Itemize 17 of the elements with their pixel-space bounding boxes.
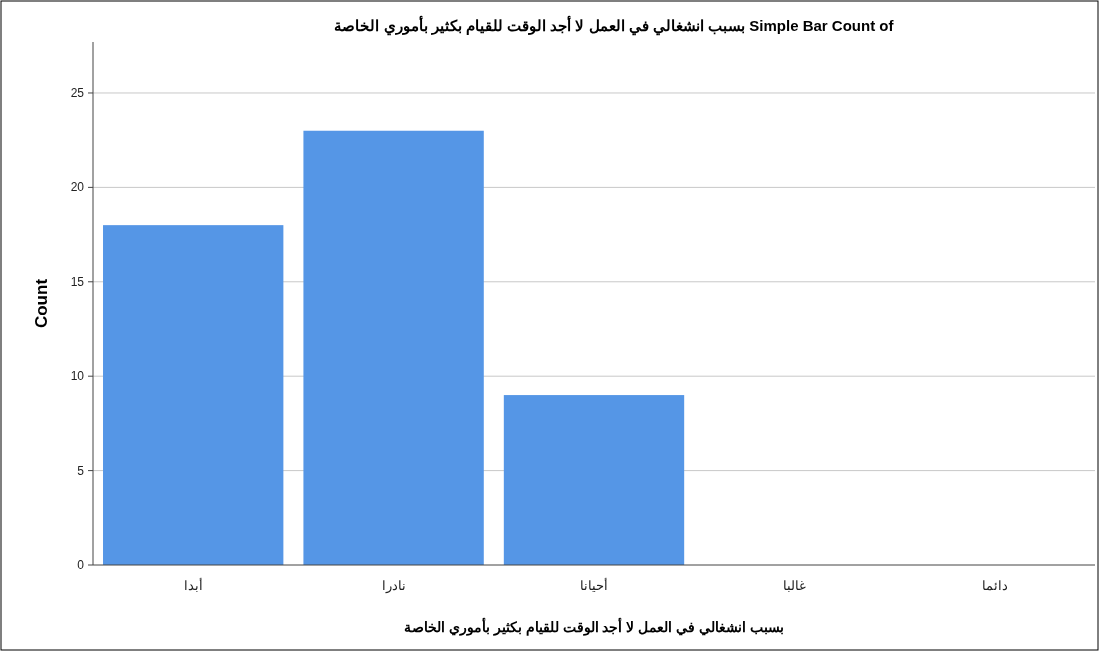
y-tick-label: 25 (70, 85, 85, 100)
y-tick-label: 15 (70, 274, 85, 289)
y-tick-label: 0 (77, 558, 85, 572)
x-tick-label: أبدا (183, 577, 203, 593)
x-tick-label: نادرا (381, 578, 406, 594)
chart-title: Simple Bar Count of بسبب انشغالي في العمل لا أجد الوقت للقيام بكثير بأموري الخاصة (334, 15, 895, 36)
y-axis-title: Count (32, 278, 51, 329)
x-tick-label: دائما (981, 578, 1008, 593)
bar (503, 395, 685, 565)
y-tick-label: 10 (70, 369, 85, 384)
x-tick-label: أحيانا (580, 577, 608, 593)
y-tick-label: 5 (77, 463, 85, 478)
x-tick-label: غالبا (782, 578, 806, 593)
bar (303, 130, 484, 565)
y-tick-label: 20 (70, 180, 85, 195)
x-axis-title: بسبب انشغالي في العمل لا أجد الوقت للقيام بكثير بأموري الخاصة (404, 617, 784, 636)
bar (103, 225, 284, 565)
